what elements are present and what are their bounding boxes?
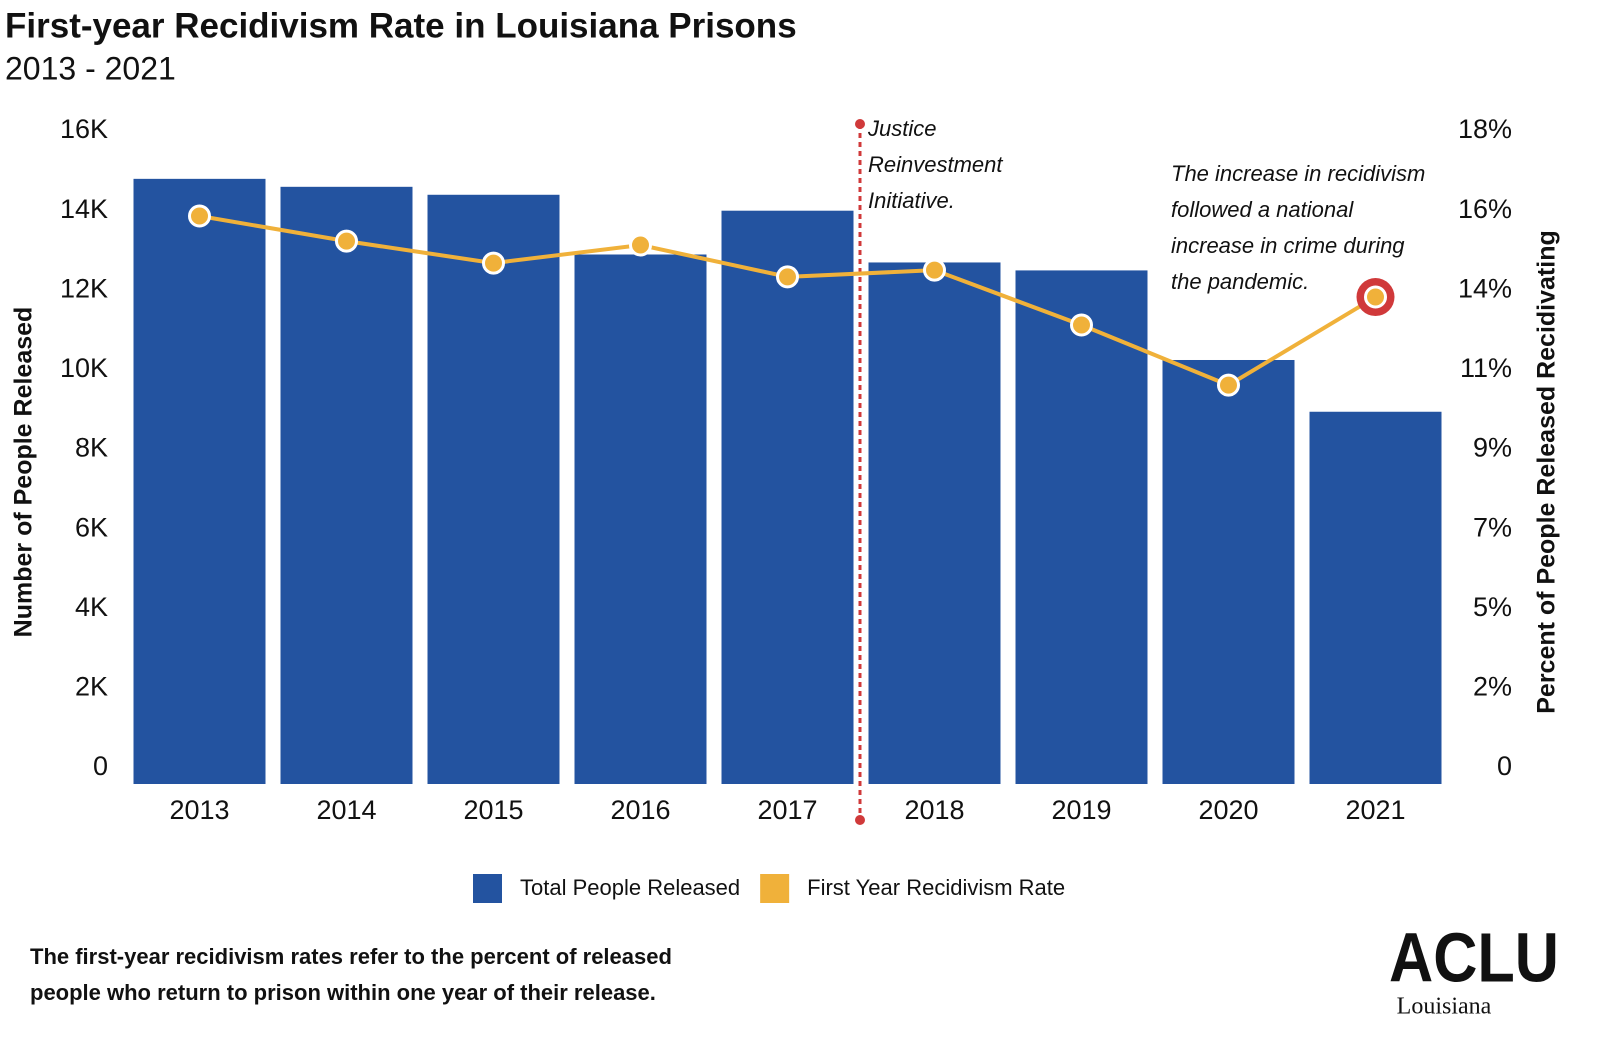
point [1364, 285, 1387, 309]
y2-tick-label: 7% [1473, 512, 1512, 542]
x-tick-label: 2013 [169, 795, 229, 825]
y-tick-label: 2K [75, 672, 108, 702]
annotation: Initiative. [868, 188, 955, 213]
annotation: The increase in recidivism [1171, 161, 1425, 186]
legend-label: First Year Recidivism Rate [807, 875, 1065, 900]
footnote: people who return to prison within one y… [30, 980, 656, 1005]
y-tick-label: 10K [60, 353, 108, 383]
annotation: Reinvestment [868, 152, 1003, 177]
bar [574, 254, 707, 784]
point [1070, 313, 1093, 337]
bar [721, 210, 854, 784]
y2-tick-label: 18% [1458, 114, 1512, 144]
reference-line [855, 119, 865, 825]
legend-label: Total People Released [520, 875, 740, 900]
point [482, 251, 505, 275]
y2-tick-label: 11% [1460, 353, 1512, 383]
y2-tick-label: 16% [1458, 194, 1512, 224]
footnote: The first-year recidivism rates refer to… [30, 944, 672, 969]
x-tick-label: 2016 [610, 795, 670, 825]
bar [1162, 359, 1295, 784]
reference-dot [855, 119, 865, 129]
x-tick-label: 2021 [1345, 795, 1405, 825]
y-tick-label: 12K [60, 273, 108, 303]
point [629, 233, 652, 257]
bar [868, 262, 1001, 784]
y2-tick-label: 9% [1473, 433, 1512, 463]
y-tick-label: 0 [93, 751, 108, 781]
bar [1015, 270, 1148, 784]
x-tick-label: 2014 [316, 795, 376, 825]
y2-tick-label: 5% [1473, 592, 1512, 622]
y2-tick-label: 2% [1473, 672, 1512, 702]
y-axis-label: Number of People Released [10, 307, 38, 638]
logo: ACLU [1389, 918, 1559, 996]
x-tick-label: 2019 [1051, 795, 1111, 825]
reference-dot [855, 815, 865, 825]
y2-tick-label: 14% [1458, 273, 1512, 303]
legend-swatch [473, 874, 502, 903]
point [776, 265, 799, 289]
logo-state: Louisiana [1397, 994, 1492, 1020]
annotation: the pandemic. [1171, 269, 1309, 294]
y2-axis-label: Percent of People Released Recidivating [1533, 230, 1561, 714]
chart-title: First-year Recidivism Rate in Louisiana … [5, 6, 797, 45]
point [188, 204, 211, 228]
x-tick-label: 2018 [904, 795, 964, 825]
bar [133, 178, 266, 785]
y-tick-label: 6K [75, 512, 108, 542]
chart-subtitle: 2013 - 2021 [5, 50, 176, 86]
bar [427, 194, 560, 784]
point [1217, 373, 1240, 397]
annotation: Justice [867, 116, 936, 141]
y-tick-label: 14K [60, 194, 108, 224]
bar [1309, 411, 1442, 784]
point [923, 258, 946, 282]
bar [280, 186, 413, 784]
y-tick-label: 8K [75, 433, 108, 463]
annotation: followed a national [1171, 197, 1354, 222]
legend-swatch [760, 874, 790, 903]
x-tick-label: 2017 [757, 795, 817, 825]
point [335, 229, 358, 253]
x-tick-label: 2015 [463, 795, 523, 825]
annotation: increase in crime during [1171, 233, 1405, 258]
y2-tick-label: 0 [1497, 751, 1512, 781]
y-tick-label: 16K [60, 114, 108, 144]
y-tick-label: 4K [75, 592, 108, 622]
x-tick-label: 2020 [1198, 795, 1258, 825]
